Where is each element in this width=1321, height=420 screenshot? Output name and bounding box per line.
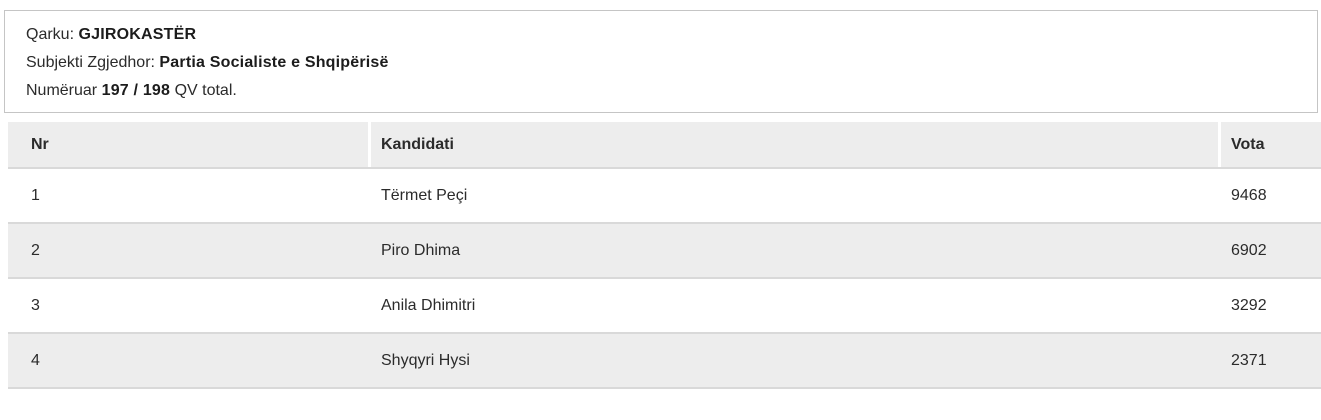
numeruar-suffix: QV total. xyxy=(174,82,237,99)
column-header-nr: Nr xyxy=(31,135,49,153)
cell-kandidati: Shyqyri Hysi xyxy=(381,351,470,369)
column-header-kandidati: Kandidati xyxy=(368,122,1218,167)
column-header-vota: Vota xyxy=(1218,122,1321,167)
qarku-label: Qarku: xyxy=(26,26,75,43)
table-header-row: Nr Kandidati Vota xyxy=(8,122,1321,167)
qarku-value: GJIROKASTËR xyxy=(78,26,197,43)
cell-nr: 4 xyxy=(31,351,40,369)
cell-kandidati: Anila Dhimitri xyxy=(381,296,476,314)
election-info-panel: Qarku: GJIROKASTËR Subjekti Zgjedhor: Pa… xyxy=(4,10,1318,113)
cell-nr: 3 xyxy=(31,296,40,314)
cell-nr: 2 xyxy=(31,241,40,259)
qarku-line: Qarku: GJIROKASTËR xyxy=(26,21,1297,49)
cell-kandidati: Piro Dhima xyxy=(381,241,461,259)
cell-vota: 2371 xyxy=(1231,351,1267,369)
table-row: 1 Tërmet Peçi 9468 xyxy=(8,167,1321,222)
cell-vota: 9468 xyxy=(1231,186,1267,204)
subjekti-line: Subjekti Zgjedhor: Partia Socialiste e S… xyxy=(26,49,1297,77)
table-row: 2 Piro Dhima 6902 xyxy=(8,222,1321,277)
cell-kandidati: Tërmet Peçi xyxy=(381,186,468,204)
cell-vota: 3292 xyxy=(1231,296,1267,314)
cell-nr: 1 xyxy=(31,186,40,204)
numeruar-count: 197 / 198 xyxy=(101,82,171,99)
numeruar-label: Numëruar xyxy=(26,82,98,99)
subjekti-value: Partia Socialiste e Shqipërisë xyxy=(159,54,389,71)
subjekti-label: Subjekti Zgjedhor: xyxy=(26,54,155,71)
results-table: Nr Kandidati Vota 1 Tërmet Peçi 9468 2 P… xyxy=(8,122,1321,389)
table-row: 4 Shyqyri Hysi 2371 xyxy=(8,332,1321,387)
numeruar-line: Numëruar 197 / 198 QV total. xyxy=(26,77,1297,105)
cell-vota: 6902 xyxy=(1231,241,1267,259)
table-row: 3 Anila Dhimitri 3292 xyxy=(8,277,1321,332)
